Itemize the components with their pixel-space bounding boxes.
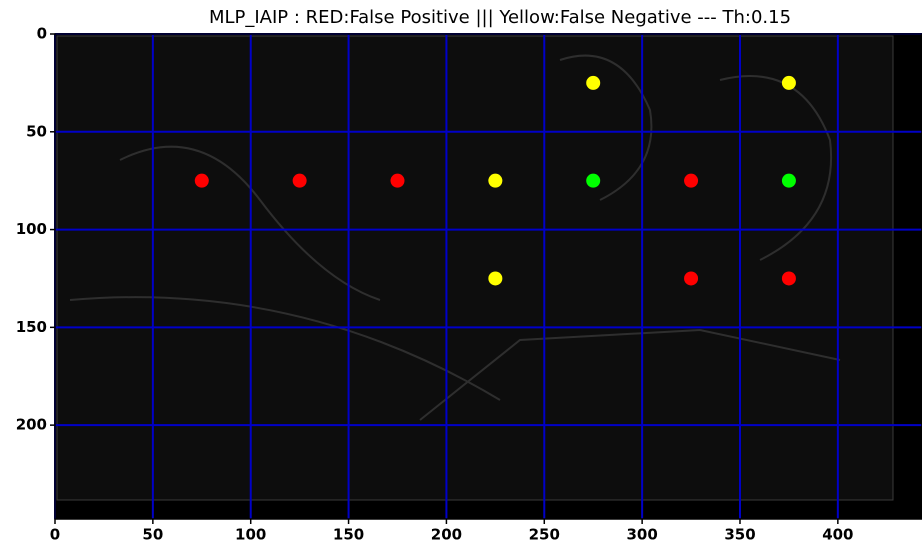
point (292, 173, 307, 188)
y-tick-label: 200 (16, 416, 47, 434)
point (781, 75, 796, 90)
edge (419, 328, 841, 421)
chart-title: MLP_IAIP : RED:False Positive ||| Yellow… (209, 7, 791, 28)
x-tick-label: 200 (431, 526, 462, 544)
edge (119, 145, 381, 301)
x-tick-label: 0 (50, 526, 60, 544)
y-tick-label: 50 (26, 122, 47, 140)
y-tick-label: 150 (16, 318, 47, 336)
point (586, 173, 601, 188)
y-tick-label: 100 (16, 220, 47, 238)
point (488, 173, 503, 188)
x-tick-label: 100 (235, 526, 266, 544)
point (781, 173, 796, 188)
image-texture (69, 54, 841, 421)
point (586, 75, 601, 90)
x-tick-label: 50 (142, 526, 163, 544)
x-tick-label: 400 (822, 526, 853, 544)
point (488, 271, 503, 286)
point (194, 173, 209, 188)
edge-image (56, 35, 894, 501)
x-tick-label: 350 (724, 526, 755, 544)
edge (559, 54, 653, 201)
edge (719, 75, 833, 261)
x-tick-label: 150 (333, 526, 364, 544)
x-tick-label: 250 (529, 526, 560, 544)
point (781, 271, 796, 286)
x-tick-label: 300 (626, 526, 657, 544)
point (684, 173, 699, 188)
point (390, 173, 405, 188)
edge (69, 296, 501, 401)
y-tick-label: 0 (37, 25, 47, 43)
point (684, 271, 699, 286)
axes-frame (54, 33, 922, 520)
